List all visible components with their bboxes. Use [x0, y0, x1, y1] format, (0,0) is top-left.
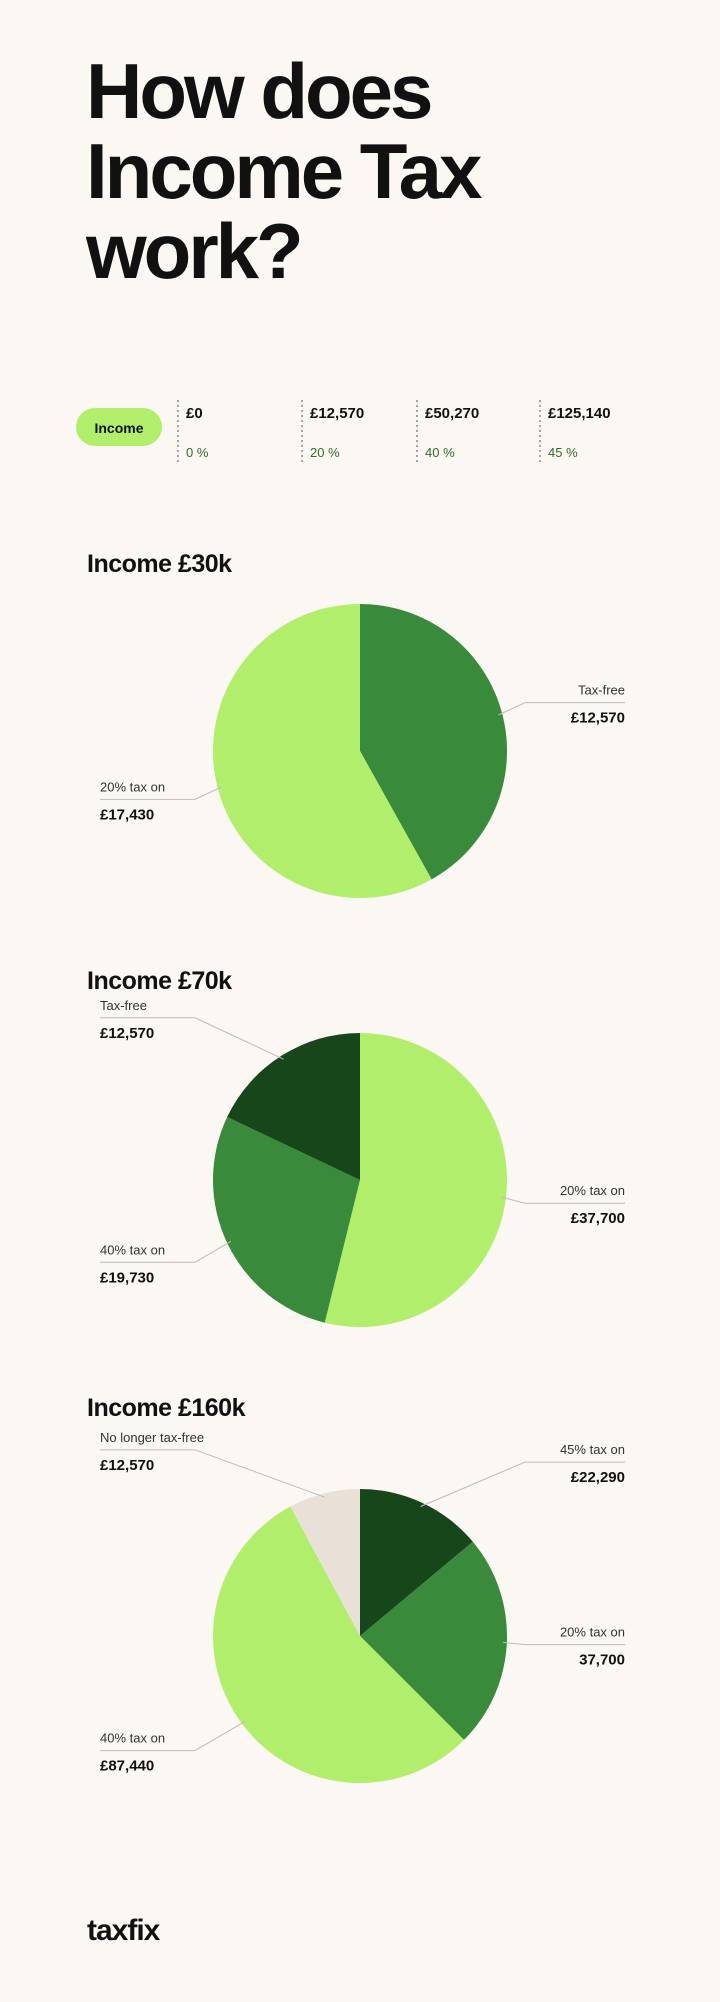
leader-line	[194, 786, 222, 800]
rate: 0 %	[186, 445, 209, 460]
leader-line	[502, 1641, 526, 1646]
leader-line	[498, 702, 526, 716]
threshold: £12,570	[310, 405, 364, 422]
slice-value: £87,440	[100, 1758, 154, 1775]
chart-title: Income £30k	[87, 550, 232, 578]
pie-slice	[212, 603, 432, 898]
title-line: How does	[86, 47, 431, 135]
income-label: Income	[94, 420, 143, 436]
chart-title: Income £70k	[87, 967, 232, 995]
slice-value: 37,700	[579, 1652, 625, 1669]
pie-slice	[212, 1117, 360, 1323]
slice-value: £37,700	[571, 1210, 625, 1227]
pie-slice	[290, 1489, 360, 1636]
leader-line	[194, 1449, 326, 1498]
leader-line	[420, 1461, 526, 1507]
title-line: work?	[85, 207, 301, 295]
pie-slice	[227, 1033, 360, 1180]
slice-label: No longer tax-free	[100, 1430, 204, 1445]
leader-line	[194, 1720, 246, 1752]
rate: 20 %	[310, 445, 340, 460]
chart-title: Income £160k	[87, 1394, 246, 1422]
slice-value: £19,730	[100, 1269, 154, 1286]
slice-value: £12,570	[100, 1025, 154, 1042]
leader-line	[194, 1017, 284, 1060]
rate: 45 %	[548, 445, 578, 460]
slice-label: 40% tax on	[100, 1242, 165, 1257]
threshold: £125,140	[548, 405, 611, 422]
income-pill	[76, 408, 162, 446]
slice-value: £17,430	[100, 806, 154, 823]
slice-value: £12,570	[571, 710, 625, 727]
slice-label: Tax-free	[578, 683, 625, 698]
slice-label: 20% tax on	[560, 1625, 625, 1640]
pie-slice	[360, 1541, 507, 1740]
slice-value: £22,290	[571, 1469, 625, 1486]
slice-label: Tax-free	[100, 998, 147, 1013]
pie-slice	[360, 1489, 473, 1636]
threshold: £0	[186, 405, 203, 422]
threshold: £50,270	[425, 405, 479, 422]
leader-line	[501, 1196, 526, 1204]
slice-label: 45% tax on	[560, 1442, 625, 1457]
leader-line	[194, 1240, 232, 1263]
logo: taxfix	[87, 1914, 161, 1947]
slice-label: 20% tax on	[100, 779, 165, 794]
pie-slice	[212, 1506, 464, 1783]
title-line: Income Tax	[86, 127, 482, 215]
slice-value: £12,570	[100, 1457, 154, 1474]
rate: 40 %	[425, 445, 455, 460]
slice-label: 40% tax on	[100, 1731, 165, 1746]
slice-label: 20% tax on	[560, 1183, 625, 1198]
pie-slice	[360, 604, 507, 880]
pie-slice	[324, 1033, 508, 1327]
